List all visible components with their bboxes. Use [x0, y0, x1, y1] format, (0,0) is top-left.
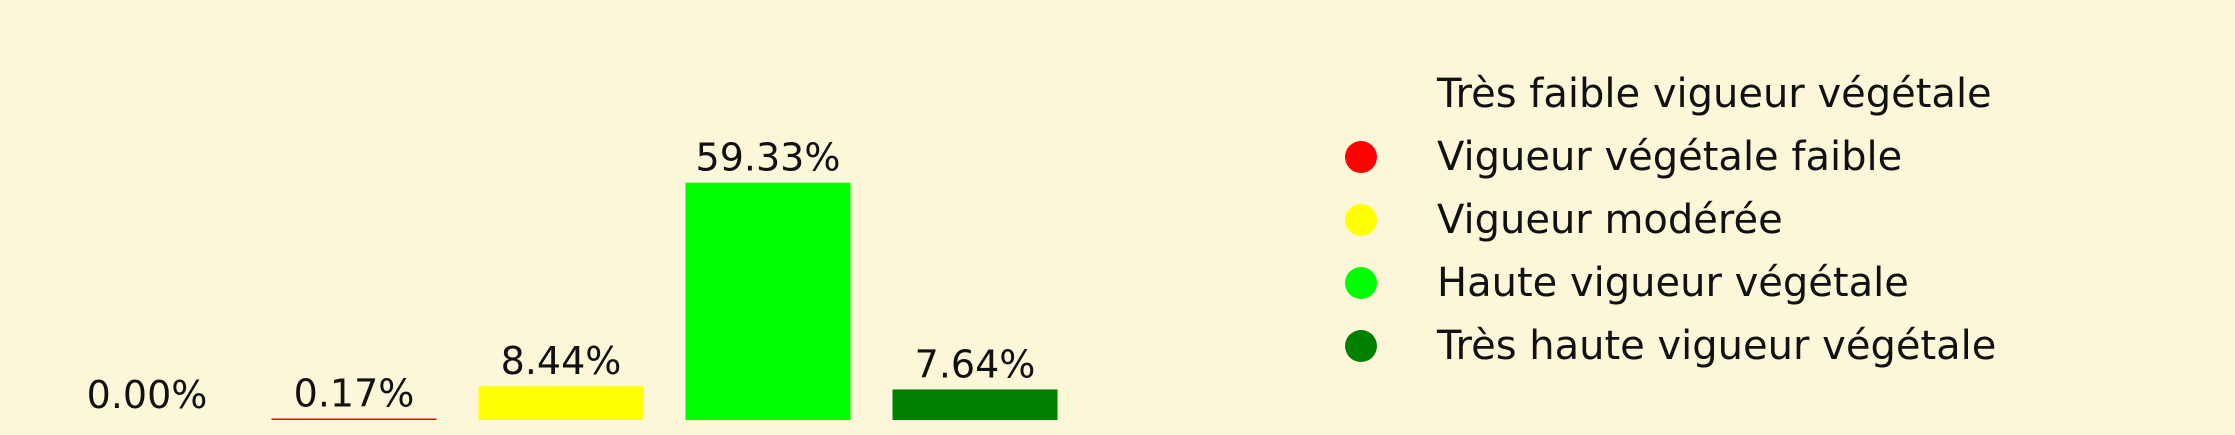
bar-2 — [478, 386, 644, 420]
bar-chart: 0.00% 0.17% 8.44% 59.33% 7.64% — [87, 136, 1058, 420]
legend-label: Très haute vigueur végétale — [1437, 322, 1997, 369]
data-label-2: 8.44% — [501, 339, 622, 383]
legend-label: Vigueur végétale faible — [1437, 133, 1903, 180]
bar-1 — [271, 418, 437, 420]
legend-marker — [1345, 140, 1377, 173]
data-label-1: 0.17% — [294, 372, 415, 416]
legend-marker — [1345, 266, 1377, 299]
legend-label: Haute vigueur végétale — [1437, 259, 1909, 306]
legend-item-moderee: Vigueur modérée — [1345, 188, 1996, 251]
legend-item-faible: Vigueur végétale faible — [1345, 125, 1996, 188]
bar-3 — [685, 182, 851, 420]
data-label-3: 59.33% — [696, 136, 841, 180]
data-label-4: 7.64% — [915, 342, 1036, 386]
legend-item-tres-haute: Très haute vigueur végétale — [1345, 314, 1996, 377]
legend-item-haute: Haute vigueur végétale — [1345, 251, 1996, 314]
bar-4 — [892, 389, 1058, 420]
legend-item-tres-faible: Très faible vigueur végétale — [1345, 62, 1996, 125]
legend-label: Très faible vigueur végétale — [1437, 70, 1992, 117]
legend: Très faible vigueur végétale Vigueur vég… — [1345, 62, 1996, 377]
legend-marker — [1345, 77, 1377, 110]
data-label-0: 0.00% — [87, 373, 208, 417]
legend-marker — [1345, 329, 1377, 362]
legend-label: Vigueur modérée — [1437, 196, 1783, 243]
legend-marker — [1345, 203, 1377, 236]
